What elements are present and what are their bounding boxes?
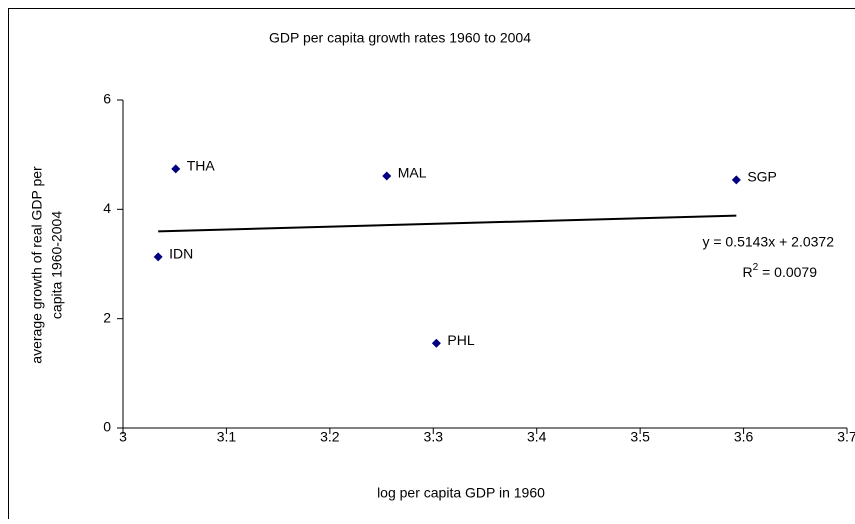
x-tick-label: 3.4 xyxy=(527,429,547,445)
trendline-equation: y = 0.5143x + 2.0372 xyxy=(702,234,834,250)
y-tick-label: 2 xyxy=(103,309,111,325)
trendline xyxy=(158,216,736,232)
x-tick-label: 3.7 xyxy=(837,429,855,445)
x-axis-label: log per capita GDP in 1960 xyxy=(377,485,545,501)
y-tick-label: 0 xyxy=(103,419,111,435)
point-label: SGP xyxy=(747,169,777,185)
point-label: MAL xyxy=(398,165,427,181)
point xyxy=(382,171,391,180)
r-squared: R2 = 0.0079 xyxy=(743,262,818,280)
x-tick-label: 3 xyxy=(119,429,127,445)
point-label: IDN xyxy=(169,246,193,262)
x-tick-label: 3.5 xyxy=(630,429,650,445)
y-tick-label: 4 xyxy=(103,200,111,216)
x-tick-label: 3.2 xyxy=(320,429,340,445)
r-squared-r: R xyxy=(743,264,753,280)
r-squared-value: = 0.0079 xyxy=(758,264,817,280)
point xyxy=(432,339,441,348)
y-axis-label: capita 1960-2004 xyxy=(49,211,65,319)
y-axis-label: average growth of real GDP per xyxy=(29,166,45,364)
x-tick-label: 3.1 xyxy=(217,429,237,445)
chart-title: GDP per capita growth rates 1960 to 2004 xyxy=(269,30,531,46)
point-label: PHL xyxy=(447,332,474,348)
x-tick-label: 3.3 xyxy=(424,429,444,445)
point-label: THA xyxy=(187,158,216,174)
x-tick-label: 3.6 xyxy=(734,429,754,445)
point xyxy=(154,252,163,261)
point xyxy=(171,164,180,173)
point xyxy=(732,175,741,184)
y-tick-label: 6 xyxy=(103,91,111,107)
